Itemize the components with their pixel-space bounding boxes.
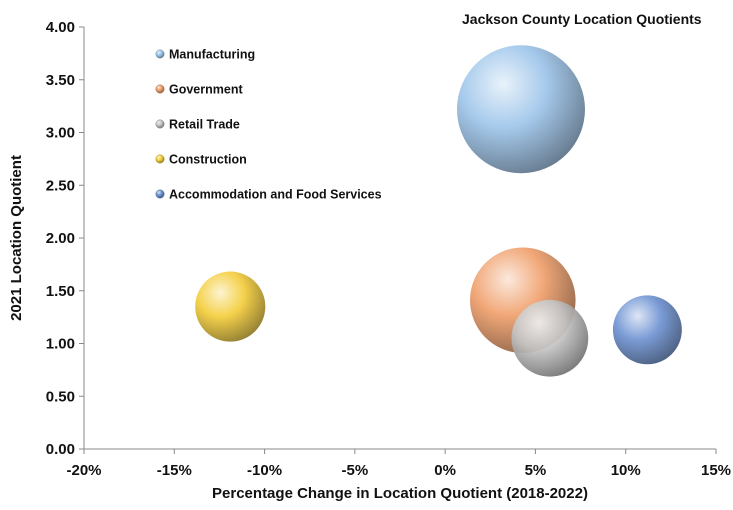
x-tick-label: 10% (611, 462, 641, 479)
legend-marker-accommodation-and-food-services (155, 189, 165, 199)
x-axis-ticks: -20% -15% -10% -5% 0% 5% 10% 15% (66, 449, 731, 479)
legend-label-retail-trade: Retail Trade (169, 118, 240, 132)
legend-marker-manufacturing (155, 49, 165, 59)
bubble-retail-trade: Retail Trade (511, 299, 589, 377)
x-tick-label: 15% (701, 462, 731, 479)
x-tick-label: -20% (66, 462, 101, 479)
legend-marker-retail-trade (155, 119, 165, 129)
y-tick-label: 0.00 (46, 441, 75, 458)
y-tick-label: 2.00 (46, 230, 75, 247)
bubble-accommodation-and-food-services: Accommodation and Food Services (612, 295, 682, 365)
x-tick-label: 5% (525, 462, 547, 479)
x-tick-label: -10% (247, 462, 282, 479)
y-tick-label: 3.00 (46, 125, 75, 142)
y-axis-title: 2021 Location Quotient (8, 155, 25, 321)
y-tick-label: 3.50 (46, 72, 75, 89)
y-tick-label: 2.50 (46, 177, 75, 194)
bubble-construction: Construction (195, 271, 266, 342)
y-tick-label: 1.50 (46, 283, 75, 300)
legend-label-government: Government (169, 83, 243, 97)
legend-label-construction: Construction (169, 153, 247, 167)
legend-label-accommodation-and-food-services: Accommodation and Food Services (169, 188, 382, 202)
x-tick-label: -5% (342, 462, 369, 479)
bubble-manufacturing: Manufacturing (456, 45, 585, 174)
x-tick-label: -15% (157, 462, 192, 479)
y-tick-label: 4.00 (46, 19, 75, 36)
legend-marker-construction (155, 154, 165, 164)
chart-title: Jackson County Location Quotients (462, 11, 702, 27)
y-tick-label: 0.50 (46, 388, 75, 405)
y-axis-ticks: 0.00 0.50 1.00 1.50 2.00 2.50 3.00 3.50 4.00 (46, 19, 84, 458)
legend-label-manufacturing: Manufacturing (169, 48, 255, 62)
x-axis-title: Percentage Change in Location Quotient (… (212, 485, 588, 502)
x-tick-label: 0% (434, 462, 456, 479)
y-tick-label: 1.00 (46, 336, 75, 353)
legend: Manufacturing Government Retail Trade Const… (155, 48, 382, 202)
legend-marker-government (155, 84, 165, 94)
